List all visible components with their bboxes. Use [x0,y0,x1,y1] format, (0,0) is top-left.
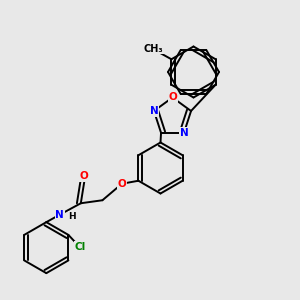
Text: N: N [150,106,158,116]
Text: O: O [118,179,126,189]
Text: H: H [68,212,76,221]
Text: N: N [56,210,64,220]
Text: O: O [168,92,177,103]
Text: CH₃: CH₃ [144,44,164,54]
Text: Cl: Cl [75,242,86,252]
Text: O: O [80,171,88,181]
Text: N: N [180,128,188,138]
